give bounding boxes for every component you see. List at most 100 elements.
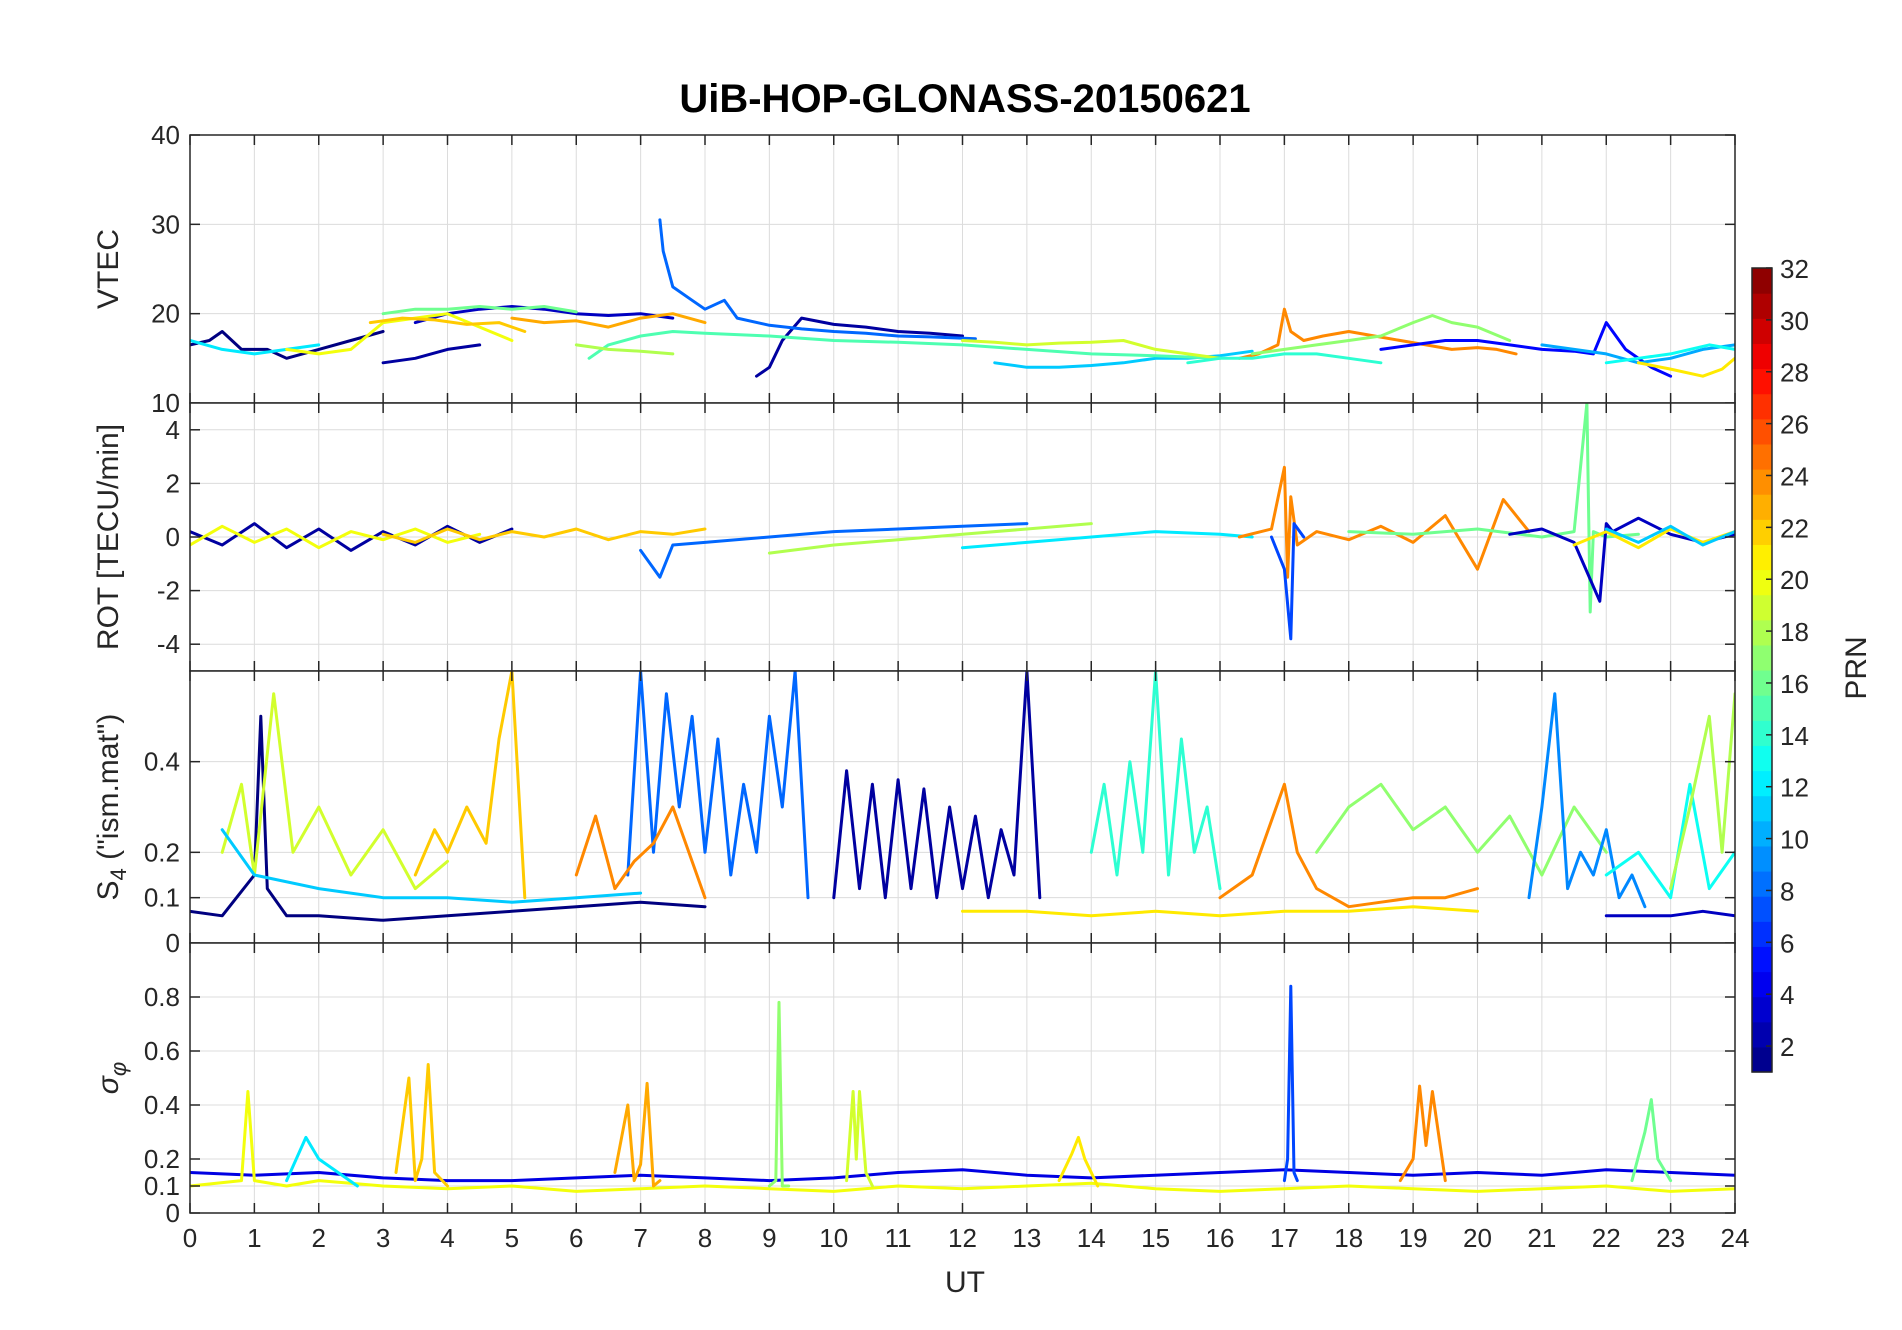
series-line-prn-24: [1218, 782, 1479, 909]
colorbar-tick-label: 24: [1780, 461, 1809, 491]
series-line-prn-17: [767, 1000, 791, 1188]
colorbar-segment: [1752, 946, 1772, 973]
x-tick-label: 17: [1270, 1223, 1299, 1253]
colorbar-label: PRN: [1840, 636, 1873, 699]
colorbar-segment: [1752, 921, 1772, 947]
series-line-prn-22: [413, 671, 527, 900]
panel-sigma_phi: 00.10.2 0.4 0.6 0.8 σφ: [92, 942, 1736, 1228]
series-line-prn-16: [1630, 1098, 1673, 1183]
x-tick-label: 16: [1206, 1223, 1235, 1253]
series-line-prn-24: [1237, 465, 1531, 579]
colorbar-segment: [1752, 971, 1772, 998]
series-line-prn-8: [626, 671, 810, 900]
x-tick-label: 19: [1399, 1223, 1428, 1253]
y-tick-label: 0.2: [144, 1144, 180, 1174]
x-tick-label: 24: [1721, 1223, 1750, 1253]
series-line-prn-8: [658, 218, 977, 341]
series-line-prn-17: [1250, 314, 1512, 356]
x-tick-label: 7: [633, 1223, 647, 1253]
y-tick-label: 0.2: [144, 837, 180, 867]
colorbar-segment: [1752, 318, 1772, 344]
series-line-prn-21: [1057, 1135, 1100, 1188]
series-line-prn-16: [381, 305, 578, 316]
x-tick-label: 8: [698, 1223, 712, 1253]
series-line-prn-18: [767, 522, 1093, 555]
y-tick-label: 0.6: [144, 1036, 180, 1066]
x-tick-label: 0: [183, 1223, 197, 1253]
colorbar-segment: [1752, 594, 1772, 621]
colorbar-tick-label: 20: [1780, 565, 1809, 595]
colorbar-tick-label: 8: [1780, 876, 1794, 906]
colorbar-tick-label: 16: [1780, 669, 1809, 699]
panel-rot: -4 -2 0 2 4 ROT [TECU/min]: [92, 402, 1736, 672]
x-tick-label: 3: [376, 1223, 390, 1253]
series-line-prn-19: [961, 339, 1222, 360]
x-tick-label: 22: [1592, 1223, 1621, 1253]
colorbar-tick-label: 18: [1780, 617, 1809, 647]
y-axis-label-s4: S4 ("ism.mat"): [92, 714, 131, 901]
colorbar-segment: [1752, 770, 1772, 797]
panel-s4: 0 0.1 0.2 0.4 S4 ("ism.mat"): [92, 670, 1736, 958]
colorbar-tick-label: 30: [1780, 306, 1809, 336]
x-tick-label: 12: [948, 1223, 977, 1253]
y-tick-label: 0.1: [144, 883, 180, 913]
y-tick-label: -2: [157, 576, 180, 606]
colorbar-tick-label: 12: [1780, 773, 1809, 803]
chart-title: UiB-HOP-GLONASS-20150621: [679, 77, 1250, 121]
colorbar-segment: [1752, 1021, 1772, 1048]
y-tick-label: 10: [151, 388, 180, 418]
x-tick-label: 10: [819, 1223, 848, 1253]
y-tick-label: 40: [151, 120, 180, 150]
series-line-prn-23: [510, 312, 707, 329]
colorbar-tick-label: 6: [1780, 928, 1794, 958]
colorbar-segment: [1752, 268, 1772, 294]
series-line-prn-12: [190, 339, 321, 356]
y-tick-label: 0: [166, 928, 180, 958]
panel-rot-series: [190, 403, 1735, 641]
colorbar-segment: [1752, 745, 1772, 772]
x-tick-label: 4: [440, 1223, 454, 1253]
x-tick-label: 1: [247, 1223, 261, 1253]
y-tick-label: 30: [151, 209, 180, 239]
colorbar-segment: [1752, 619, 1772, 646]
series-line-prn-21: [961, 905, 1479, 918]
panel-s4-series: [190, 671, 1735, 922]
x-tick-label: 23: [1656, 1223, 1685, 1253]
series-line-prn-14: [1186, 352, 1383, 365]
series-line-prn-2: [381, 343, 482, 365]
colorbar-segment: [1752, 820, 1772, 847]
colorbar-tick-label: 4: [1780, 980, 1794, 1010]
colorbar-tick-label: 14: [1780, 721, 1809, 751]
x-tick-label: 21: [1527, 1223, 1556, 1253]
colorbar-segment: [1752, 494, 1772, 520]
series-line-prn-7: [1270, 522, 1306, 641]
series-line-prn-17: [1315, 782, 1608, 877]
series-line-prn-12: [285, 1135, 359, 1188]
y-tick-label: -4: [157, 629, 180, 659]
series-line-prn-21: [1572, 527, 1735, 550]
series-line-prn-8: [639, 522, 1029, 579]
y-axis-label-vtec: VTEC: [92, 229, 125, 309]
series-line-prn-24: [1398, 1084, 1447, 1183]
panel-vtec-series: [190, 218, 1735, 378]
y-tick-label: 20: [151, 299, 180, 329]
colorbar-tick-label: 28: [1780, 358, 1809, 388]
series-line-prn-3: [1604, 909, 1735, 918]
x-tick-label: 11: [885, 1223, 912, 1253]
y-tick-label: 0: [166, 1198, 180, 1228]
series-line-prn-13: [1604, 343, 1735, 365]
series-line-prn-19: [845, 1090, 874, 1188]
series-line-prn-15: [587, 330, 1222, 360]
colorbar-segment: [1752, 544, 1772, 571]
series-line-prn-3: [413, 305, 675, 325]
series-line-prn-18: [574, 343, 675, 356]
colorbar-tick-label: 22: [1780, 513, 1809, 543]
x-tick-label: 2: [312, 1223, 326, 1253]
colorbar-segment: [1752, 343, 1772, 370]
colorbar-tick-label: 2: [1780, 1032, 1794, 1062]
x-axis-label: UT: [945, 1266, 985, 1299]
colorbar-segment: [1752, 519, 1772, 545]
colorbar-frame: [1751, 267, 1773, 1073]
y-tick-label: 0.4: [144, 1090, 180, 1120]
